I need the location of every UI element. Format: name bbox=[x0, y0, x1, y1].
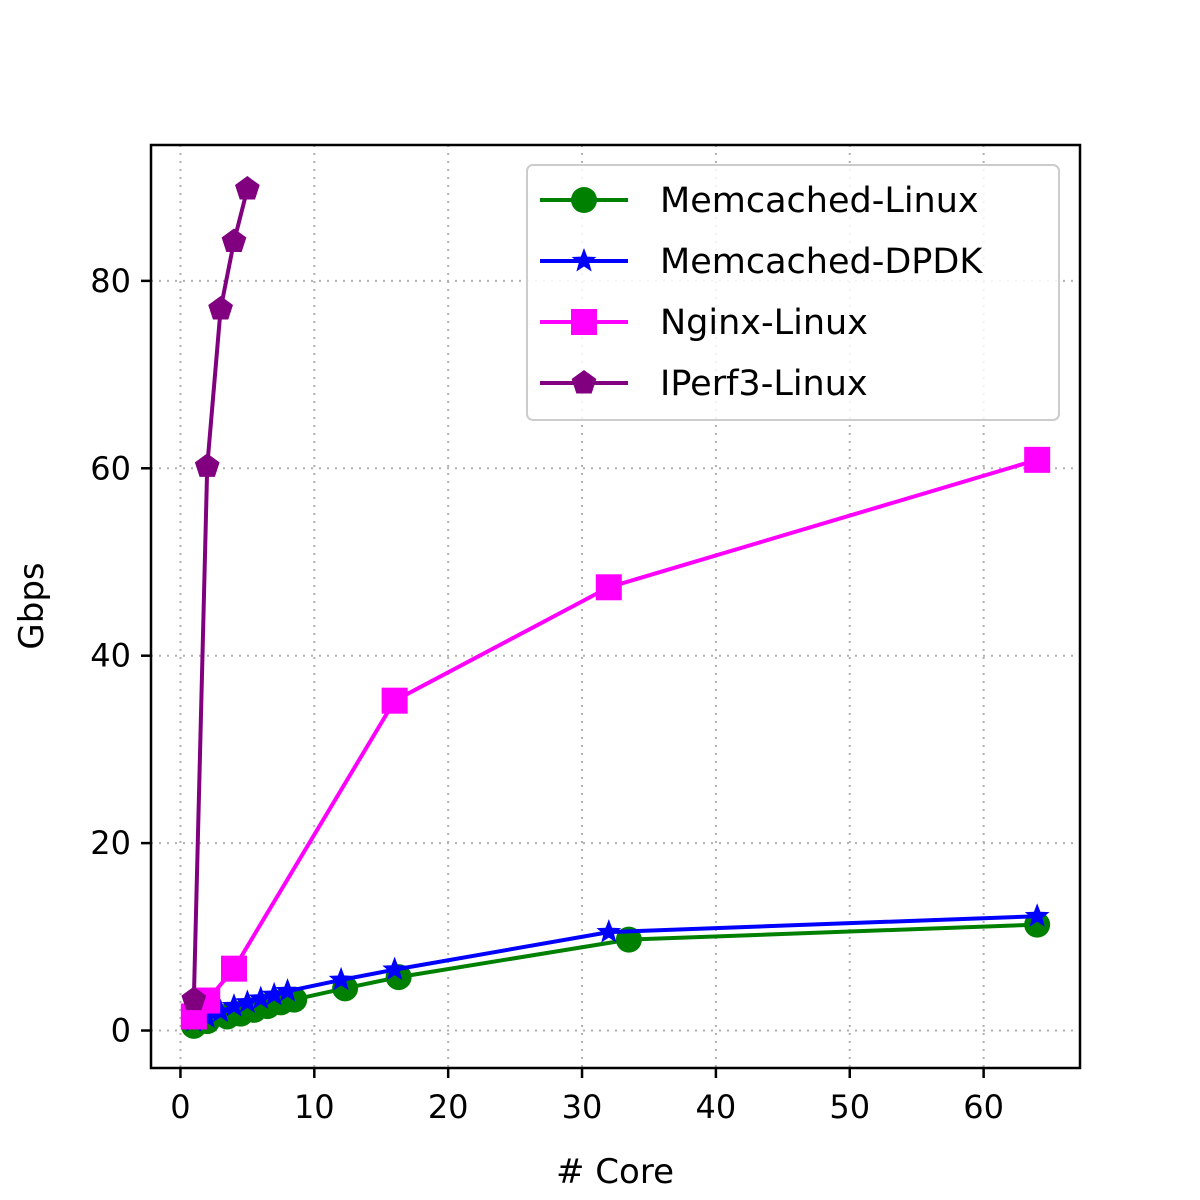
x-tick-label: 40 bbox=[696, 1088, 737, 1126]
data-point-memcached-dpdk bbox=[248, 985, 274, 1010]
data-point-iperf3-linux bbox=[181, 986, 207, 1011]
series-iperf3-linux bbox=[181, 176, 260, 1011]
data-point-memcached-dpdk bbox=[208, 998, 233, 1023]
x-tick-label: 30 bbox=[562, 1088, 603, 1126]
legend-marker-iperf3-linux bbox=[571, 370, 597, 394]
x-tick-label: 10 bbox=[294, 1088, 335, 1126]
data-point-nginx-linux bbox=[1024, 446, 1051, 473]
data-point-memcached-dpdk bbox=[235, 989, 260, 1013]
legend-label-memcached-linux: Memcached-Linux bbox=[660, 181, 979, 221]
x-axis-label: # Core bbox=[556, 1152, 674, 1192]
x-tick-label: 50 bbox=[829, 1088, 870, 1126]
series-memcached-dpdk bbox=[181, 903, 1050, 1032]
y-tick-label: 80 bbox=[90, 262, 131, 300]
legend-frame bbox=[526, 164, 1060, 421]
ticks: 0 10 20 30 40 50 60 0 20 40 60 80 bbox=[90, 262, 1004, 1126]
legend-marker-nginx-linux bbox=[571, 309, 597, 335]
data-point-iperf3-linux bbox=[235, 176, 260, 200]
data-point-nginx-linux bbox=[381, 687, 408, 714]
series-nginx-linux bbox=[180, 446, 1051, 1030]
y-tick-label: 60 bbox=[90, 449, 131, 487]
data-point-memcached-dpdk bbox=[261, 981, 287, 1006]
y-tick-label: 40 bbox=[90, 637, 131, 675]
data-point-iperf3-linux bbox=[221, 228, 247, 253]
data-point-nginx-linux bbox=[220, 955, 247, 982]
legend-label-nginx-linux: Nginx-Linux bbox=[660, 303, 868, 343]
data-point-iperf3-linux bbox=[194, 453, 220, 477]
x-tick-label: 60 bbox=[963, 1088, 1004, 1126]
plot-frame bbox=[149, 143, 1082, 1070]
legend-marker-memcached-linux bbox=[571, 187, 597, 213]
legend-label-iperf3-linux: IPerf3-Linux bbox=[660, 364, 868, 404]
y-tick-label: 20 bbox=[90, 824, 131, 862]
data-point-memcached-dpdk bbox=[1024, 903, 1050, 927]
data-point-memcached-dpdk bbox=[596, 919, 622, 943]
x-tick-label: 20 bbox=[428, 1088, 469, 1126]
data-point-memcached-dpdk bbox=[275, 978, 300, 1002]
legend-label-memcached-dpdk: Memcached-DPDK bbox=[660, 242, 983, 282]
series-layer bbox=[180, 176, 1051, 1039]
legend: Memcached-Linux Memcached-DPDK Nginx-Linux… bbox=[526, 164, 1060, 421]
data-point-memcached-dpdk bbox=[194, 1004, 220, 1028]
data-point-memcached-dpdk bbox=[382, 956, 407, 981]
data-point-iperf3-linux bbox=[208, 295, 233, 320]
data-point-nginx-linux bbox=[595, 574, 622, 601]
y-axis-label: Gbps bbox=[12, 562, 52, 649]
data-point-memcached-dpdk bbox=[221, 993, 247, 1017]
legend-marker-memcached-dpdk bbox=[571, 248, 597, 272]
data-point-memcached-dpdk bbox=[328, 966, 354, 991]
y-tick-label: 0 bbox=[111, 1012, 131, 1050]
x-tick-label: 0 bbox=[170, 1088, 190, 1126]
